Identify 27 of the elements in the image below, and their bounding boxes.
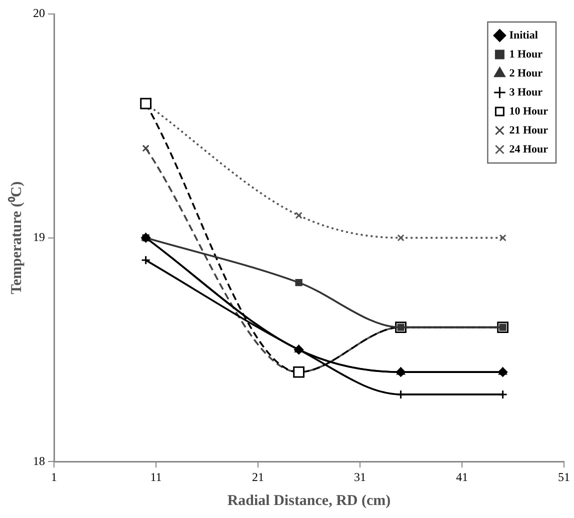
legend-label: 21 Hour: [509, 124, 548, 136]
y-tick-label: 20: [33, 6, 45, 20]
point: [142, 144, 150, 152]
point: [141, 255, 151, 265]
x-tick-label: 1: [51, 470, 57, 484]
point: [295, 212, 302, 219]
x-tick-label: 31: [354, 470, 366, 484]
x-axis-title: Radial Distance, RD (cm): [227, 492, 391, 509]
point: [396, 390, 406, 400]
x-tick-label: 41: [456, 470, 468, 484]
x-tick-label: 11: [150, 470, 162, 484]
point: [397, 234, 404, 242]
point: [293, 366, 304, 378]
legend-label: 1 Hour: [509, 48, 543, 60]
y-axis-title: Temperature (⁰C): [6, 181, 25, 294]
y-tick-label: 19: [33, 230, 45, 244]
legend-label: 3 Hour: [509, 86, 543, 98]
x-tick-label: 51: [558, 470, 570, 484]
point: [499, 234, 506, 242]
point: [498, 390, 508, 400]
point: [295, 278, 302, 286]
legend-label: 2 Hour: [509, 67, 543, 80]
legend-label: 24 Hour: [509, 143, 548, 156]
legend-label: Initial: [509, 29, 538, 42]
x-tick-label: 21: [252, 470, 264, 484]
y-tick-label: 18: [33, 454, 45, 468]
legend-label: 10 Hour: [509, 105, 548, 118]
